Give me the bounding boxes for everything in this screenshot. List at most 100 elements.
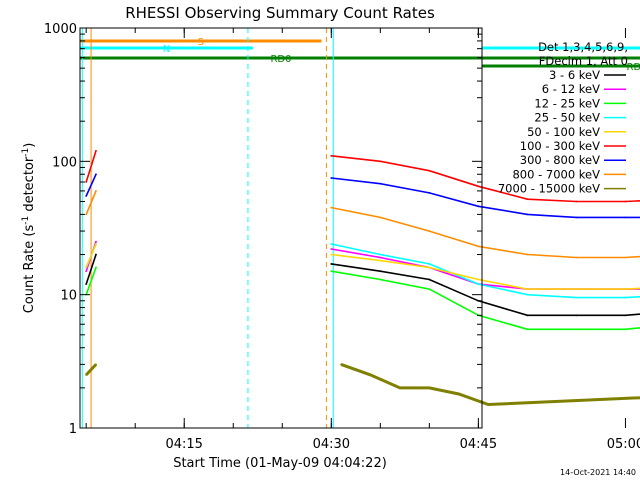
series-line: [331, 253, 640, 290]
series-point: [428, 230, 431, 232]
series-point: [526, 198, 529, 201]
series-point: [575, 288, 578, 291]
series-point: [330, 270, 333, 273]
series-point: [526, 213, 529, 216]
series-point: [477, 245, 480, 248]
legend-label: 6 - 12 keV: [542, 82, 600, 96]
flag-label: N: [163, 44, 170, 55]
series-point: [624, 288, 627, 291]
series-line: [85, 254, 97, 285]
legend-label: 7000 - 15000 keV: [498, 182, 600, 196]
series-line: [331, 206, 640, 259]
chart-title: RHESSI Observing Summary Count Rates: [125, 4, 435, 22]
series-line: [340, 362, 640, 407]
flag-label: RD0: [270, 54, 291, 65]
series-line: [331, 243, 640, 299]
series-point: [457, 393, 460, 395]
series-line: [85, 150, 97, 183]
series-point: [624, 314, 627, 317]
series-point: [428, 386, 431, 389]
series-point: [624, 328, 627, 331]
series-line: [331, 248, 640, 290]
series-point: [330, 248, 333, 250]
series-line: [85, 173, 97, 197]
series-point: [379, 278, 382, 281]
series-point: [477, 283, 480, 286]
series-point: [330, 154, 333, 157]
series-point: [526, 328, 529, 331]
series-point: [428, 278, 431, 281]
series-line: [331, 270, 640, 331]
series-line: [331, 263, 640, 317]
y-tick-label: 1000: [44, 22, 77, 37]
flag-label: RD4: [627, 62, 640, 73]
legend: Det 1,3,4,5,6,9, FDecim 1, Att 0 3 - 6 k…: [498, 40, 628, 196]
y-axis-label-part1: Count Rate (s: [22, 225, 37, 314]
series-point: [95, 266, 97, 269]
series-point: [477, 185, 480, 188]
legend-header-2: FDecim 1, Att 0: [539, 54, 628, 68]
series-point: [477, 205, 480, 208]
series-point: [369, 374, 372, 376]
series-point: [95, 363, 97, 366]
y-axis-label-part3: ): [22, 143, 37, 148]
plot-frame: [79, 27, 483, 429]
series-point: [85, 195, 88, 197]
series-point: [624, 200, 627, 203]
series-point: [379, 160, 382, 163]
flag-bars: S N RD0 RD4: [80, 37, 640, 73]
series-point: [95, 149, 97, 152]
series-point: [575, 314, 578, 317]
y-axis-label: Count Rate (s-1 detector-1): [21, 143, 37, 314]
series-point: [379, 256, 382, 259]
series-point: [399, 386, 401, 389]
attenuator-lines: [81, 28, 334, 428]
series-point: [575, 216, 578, 219]
legend-label: 300 - 800 keV: [520, 153, 600, 167]
series-point: [575, 256, 578, 259]
series-point: [379, 253, 382, 256]
series-point: [428, 266, 431, 269]
series-point: [526, 253, 529, 256]
series-point: [330, 253, 333, 256]
flag-label: S: [198, 37, 204, 48]
series-point: [428, 288, 431, 291]
legend-label: 12 - 25 keV: [534, 96, 600, 110]
x-tick-label: 04:15: [165, 437, 202, 452]
series-point: [330, 177, 333, 179]
series-point: [95, 243, 97, 245]
x-axis-label: Start Time (01-May-09 04:04:22): [173, 456, 387, 471]
series-point: [85, 213, 88, 216]
x-tick-label: 04:45: [460, 437, 497, 452]
series-point: [575, 296, 578, 299]
series-point: [428, 191, 431, 194]
y-tick-label: 100: [52, 155, 77, 170]
series-point: [575, 328, 578, 331]
series-point: [428, 169, 431, 172]
y-axis-label-sup1: -1: [21, 216, 31, 225]
series-point: [330, 243, 333, 245]
footer-timestamp: 14-Oct-2021 14:40: [560, 468, 636, 477]
series-point: [624, 296, 627, 299]
series-point: [379, 216, 382, 219]
series-point: [526, 293, 529, 296]
series-point: [95, 253, 97, 256]
series-line: [85, 363, 98, 376]
series-point: [85, 181, 88, 183]
series-lines: [85, 149, 640, 407]
x-tick-label: 04:30: [313, 437, 350, 452]
x-tick-label: 05:00: [607, 437, 640, 452]
series-point: [624, 256, 627, 259]
series-point: [95, 240, 97, 243]
series-point: [330, 206, 333, 209]
y-axis: 1 10 100 1000: [44, 22, 482, 437]
legend-label: 50 - 100 keV: [527, 125, 600, 139]
y-axis-label-part2: detector: [22, 156, 37, 216]
series-line: [85, 267, 97, 295]
series-point: [624, 216, 627, 219]
series-point: [330, 263, 333, 265]
series-point: [340, 363, 343, 366]
